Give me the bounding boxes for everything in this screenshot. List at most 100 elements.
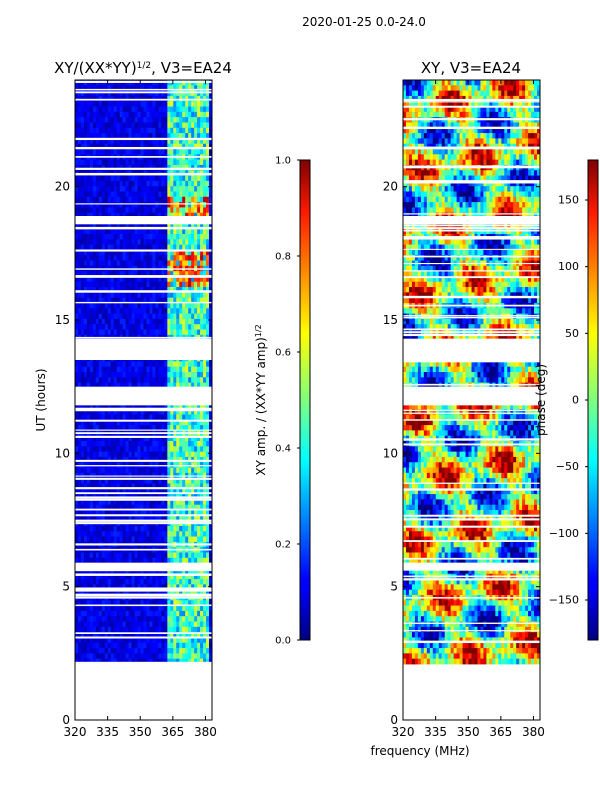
- heatmap-cell: [134, 228, 138, 235]
- heatmap-cell: [206, 568, 210, 575]
- heatmap-cell: [167, 409, 171, 415]
- heatmap-cell: [128, 111, 132, 118]
- heatmap-cell: [125, 202, 130, 208]
- heatmap-cell: [89, 446, 94, 453]
- heatmap-cell: [75, 425, 79, 431]
- heatmap-cell: [179, 202, 183, 208]
- heatmap-cell: [176, 403, 180, 410]
- heatmap-cell: [200, 467, 204, 474]
- heatmap-cell: [98, 441, 103, 447]
- heatmap-cell: [80, 255, 85, 261]
- heatmap-cell: [173, 441, 177, 447]
- heatmap-cell: [194, 467, 198, 474]
- heatmap-cell: [155, 175, 159, 182]
- heatmap-cell: [98, 313, 103, 320]
- heatmap-cell: [185, 621, 189, 628]
- heatmap-cell: [104, 361, 109, 368]
- heatmap-cell: [194, 180, 198, 187]
- heatmap-cell: [161, 318, 165, 325]
- heatmap-cell: [101, 159, 106, 166]
- heatmap-cell: [116, 600, 121, 606]
- heatmap-cell: [188, 456, 192, 463]
- heatmap-cell: [75, 186, 79, 192]
- heatmap-cell: [80, 90, 85, 97]
- heatmap-cell: [110, 446, 115, 453]
- heatmap-cell: [182, 297, 186, 304]
- heatmap-cell: [149, 372, 153, 378]
- heatmap-cell: [152, 302, 156, 309]
- heatmap-cell: [158, 207, 162, 214]
- heatmap-cell: [75, 573, 79, 580]
- heatmap-cell: [75, 95, 79, 102]
- heatmap-cell: [194, 276, 198, 283]
- heatmap-cell: [107, 462, 112, 468]
- heatmap-cell: [155, 462, 159, 468]
- heatmap-cell: [86, 143, 91, 150]
- heatmap-cell: [98, 621, 103, 628]
- heatmap-cell: [92, 361, 97, 368]
- heatmap-cell: [170, 143, 174, 150]
- heatmap-cell: [164, 271, 168, 277]
- heatmap-cell: [152, 276, 156, 283]
- heatmap-cell: [122, 605, 127, 612]
- heatmap-cell: [143, 101, 147, 107]
- heatmap-cell: [191, 297, 195, 304]
- heatmap-cell: [155, 313, 159, 320]
- heatmap-cell: [146, 483, 150, 490]
- heatmap-cell: [152, 403, 156, 410]
- heatmap-cell: [200, 271, 204, 277]
- heatmap-cell: [191, 579, 195, 585]
- heatmap-cell: [89, 451, 94, 458]
- heatmap-cell: [191, 223, 195, 230]
- heatmap-cell: [146, 589, 150, 596]
- heatmap-cell: [206, 196, 210, 203]
- heatmap-cell: [200, 403, 204, 410]
- heatmap-cell: [83, 616, 88, 622]
- heatmap-cell: [110, 419, 115, 426]
- heatmap-cell: [194, 425, 198, 431]
- heatmap-cell: [203, 515, 207, 522]
- heatmap-cell: [101, 186, 106, 192]
- heatmap-cell: [116, 90, 121, 97]
- heatmap-cell: [209, 324, 212, 330]
- heatmap-cell: [194, 435, 198, 442]
- heatmap-cell: [179, 446, 183, 453]
- heatmap-cell: [176, 133, 180, 139]
- heatmap-cell: [200, 446, 204, 453]
- heatmap-cell: [170, 510, 174, 516]
- heatmap-cell: [98, 531, 103, 537]
- heatmap-cell: [152, 366, 156, 373]
- heatmap-cell: [140, 462, 144, 468]
- heatmap-cell: [185, 207, 189, 214]
- heatmap-cell: [98, 382, 103, 389]
- heatmap-cell: [98, 557, 103, 564]
- heatmap-cell: [194, 191, 198, 198]
- heatmap-cell: [95, 403, 100, 410]
- heatmap-cell: [152, 621, 156, 628]
- heatmap-cell: [122, 255, 127, 261]
- heatmap-cell: [188, 329, 192, 336]
- heatmap-cell: [75, 414, 79, 421]
- heatmap-cell: [209, 419, 212, 426]
- heatmap-cell: [173, 117, 177, 123]
- heatmap-cell: [185, 451, 189, 458]
- heatmap-cell: [149, 451, 153, 458]
- heatmap-cell: [113, 488, 118, 495]
- heatmap-cell: [122, 552, 127, 559]
- heatmap-cell: [170, 228, 174, 235]
- heatmap-cell: [89, 616, 94, 622]
- heatmap-cell: [146, 292, 150, 299]
- heatmap-cell: [140, 186, 144, 192]
- heatmap-cell: [80, 244, 85, 251]
- heatmap-cell: [170, 180, 174, 187]
- heatmap-cell: [209, 515, 212, 522]
- heatmap-cell: [128, 621, 132, 628]
- heatmap-cell: [176, 467, 180, 474]
- heatmap-cell: [152, 202, 156, 208]
- heatmap-cell: [89, 579, 94, 585]
- heatmap-cell: [140, 308, 144, 314]
- heatmap-cell: [92, 579, 97, 585]
- heatmap-cell: [158, 302, 162, 309]
- heatmap-cell: [182, 403, 186, 410]
- heatmap-cell: [197, 637, 201, 644]
